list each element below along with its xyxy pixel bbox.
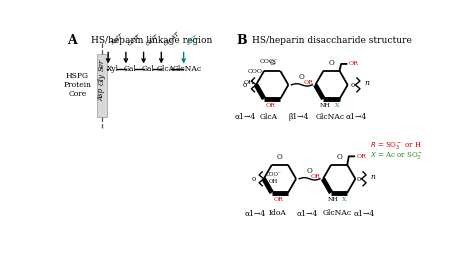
Text: Gal: Gal	[142, 66, 155, 73]
Text: OR: OR	[303, 80, 313, 85]
Text: OH: OH	[243, 80, 254, 85]
Text: GlcA: GlcA	[259, 113, 277, 121]
Text: GalT: GalT	[128, 33, 142, 46]
Text: $X$ = Ac or SO$_3^-$: $X$ = Ac or SO$_3^-$	[370, 150, 423, 161]
Text: $^-$: $^-$	[271, 62, 277, 67]
Text: β1→4: β1→4	[289, 113, 310, 121]
Text: OH: OH	[269, 179, 278, 184]
Text: XylT: XylT	[109, 34, 124, 46]
Text: GlcNAc: GlcNAc	[315, 113, 345, 121]
Text: o: o	[357, 175, 361, 183]
Bar	[97, 54, 107, 117]
Text: o: o	[351, 81, 355, 89]
Text: OR: OR	[311, 174, 321, 179]
Text: o: o	[252, 175, 256, 183]
Text: O: O	[336, 153, 342, 161]
Text: α1→4: α1→4	[245, 209, 266, 217]
Text: OR: OR	[266, 103, 275, 108]
Text: OR: OR	[356, 154, 366, 159]
Text: O: O	[277, 153, 283, 161]
Text: X: X	[335, 103, 339, 108]
Text: OR: OR	[349, 62, 358, 66]
Text: COO: COO	[248, 69, 263, 73]
Text: $R$ = SO$_3^-$ or H: $R$ = SO$_3^-$ or H	[370, 140, 422, 151]
Text: O: O	[269, 59, 275, 67]
Text: COO⁻: COO⁻	[266, 172, 282, 177]
Text: GlcNAc: GlcNAc	[173, 66, 202, 73]
Text: NH: NH	[328, 197, 338, 202]
Text: Asp: Asp	[98, 88, 106, 101]
Text: HS/heparin disaccharide structure: HS/heparin disaccharide structure	[252, 36, 411, 45]
Text: Xyl: Xyl	[107, 66, 119, 73]
Text: EXT: EXT	[185, 34, 199, 46]
Text: o: o	[243, 81, 247, 89]
Text: GalT: GalT	[145, 33, 160, 46]
Text: α1→4: α1→4	[296, 209, 318, 217]
Text: GlcNAc: GlcNAc	[323, 209, 352, 217]
Text: α1→4: α1→4	[235, 113, 256, 121]
Text: GlcA: GlcA	[157, 66, 175, 73]
Text: Ser: Ser	[98, 59, 106, 71]
Text: Gal: Gal	[124, 66, 137, 73]
Text: Gly: Gly	[98, 73, 106, 85]
Text: O: O	[299, 73, 305, 81]
Text: NH: NH	[320, 103, 331, 108]
Text: α1→4: α1→4	[353, 209, 374, 217]
Text: n: n	[371, 173, 375, 180]
Text: α1→4: α1→4	[346, 113, 367, 121]
Text: IdoA: IdoA	[269, 209, 286, 217]
Text: O: O	[328, 59, 334, 67]
Text: COO⁻: COO⁻	[259, 59, 277, 64]
Text: B: B	[236, 34, 246, 47]
Text: OR: OR	[273, 197, 283, 202]
Text: HSPG
Protein
Core: HSPG Protein Core	[64, 72, 91, 98]
Text: A: A	[66, 34, 76, 47]
Text: HS/heparin linkage region: HS/heparin linkage region	[91, 36, 212, 45]
Text: GlcAT: GlcAT	[163, 31, 181, 46]
Text: X: X	[342, 197, 347, 202]
Text: n: n	[365, 79, 369, 86]
Text: O: O	[307, 167, 312, 175]
